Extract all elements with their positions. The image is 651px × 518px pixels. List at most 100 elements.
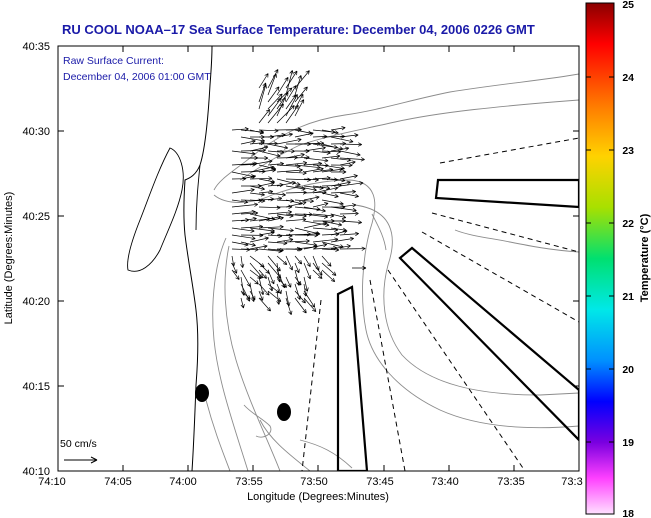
current-vector xyxy=(294,131,314,138)
beam-dash xyxy=(431,212,579,253)
current-vector xyxy=(285,152,305,159)
current-vector xyxy=(285,70,298,89)
current-vector xyxy=(294,185,317,192)
current-vector xyxy=(303,167,324,173)
x-tick-label: 73:55 xyxy=(235,476,263,488)
current-vector xyxy=(267,86,280,103)
current-vector xyxy=(321,192,339,198)
current-vector xyxy=(240,174,257,180)
radar-beams xyxy=(336,178,579,471)
radar-beam xyxy=(434,178,579,209)
current-vector xyxy=(321,269,336,283)
x-tick-labels: 74:10 74:05 74:00 73:55 73:50 73:45 73:4… xyxy=(38,476,582,488)
current-vector xyxy=(276,105,295,124)
colorbar-tick-label: 20 xyxy=(622,364,634,376)
contour-line xyxy=(454,229,579,253)
scale-arrow xyxy=(64,456,98,464)
current-vector xyxy=(267,103,284,124)
radar-beam xyxy=(398,246,579,442)
current-vector xyxy=(303,221,328,229)
current-vector xyxy=(249,290,256,301)
current-vector xyxy=(258,283,270,296)
current-vector xyxy=(276,168,303,173)
contour-line xyxy=(243,404,272,438)
current-vector xyxy=(321,199,344,206)
contour-line xyxy=(212,237,249,471)
current-vector xyxy=(267,241,288,246)
bay-coastline xyxy=(127,147,184,272)
x-tick-label: 74:00 xyxy=(169,476,197,488)
y-tick-label: 40:20 xyxy=(22,296,50,308)
current-vector xyxy=(339,246,366,251)
current-vector xyxy=(303,195,320,201)
current-vector xyxy=(267,192,286,197)
current-vector xyxy=(276,178,301,187)
axis-ticks xyxy=(57,46,579,471)
current-label-line2: December 04, 2006 01:00 GMT xyxy=(63,71,211,83)
current-vector xyxy=(276,255,288,266)
current-vector xyxy=(231,234,256,241)
current-vector xyxy=(330,126,346,131)
current-vector xyxy=(294,290,306,304)
current-vector xyxy=(330,163,353,168)
contour-line xyxy=(205,399,231,471)
current-vector xyxy=(339,220,362,225)
current-vector xyxy=(240,241,256,247)
current-vector xyxy=(276,290,281,305)
current-vector xyxy=(231,188,255,194)
current-vector xyxy=(285,276,292,288)
radar-beam-dashes xyxy=(301,137,579,471)
x-tick-label: 73:40 xyxy=(431,476,459,488)
beam-dash xyxy=(301,299,322,471)
current-vector xyxy=(294,70,310,89)
current-vector xyxy=(249,244,268,250)
y-tick-label: 40:30 xyxy=(22,126,50,138)
current-vector xyxy=(321,220,343,227)
current-vector xyxy=(267,73,277,96)
contour-line xyxy=(371,213,387,251)
current-vector xyxy=(249,155,269,161)
current-vector xyxy=(249,276,259,285)
x-tick-label: 73:50 xyxy=(300,476,328,488)
colorbar-tick-label: 19 xyxy=(622,437,634,449)
current-vector xyxy=(258,84,267,110)
current-vector xyxy=(285,255,293,271)
contour-line xyxy=(239,99,579,181)
current-vector xyxy=(321,129,339,135)
current-vector xyxy=(330,146,350,152)
current-vector xyxy=(249,185,265,191)
colorbar-tick-label: 21 xyxy=(622,291,634,303)
current-vector xyxy=(312,269,323,279)
surface-current-vectors xyxy=(231,69,367,315)
current-vector xyxy=(285,85,297,103)
current-vector xyxy=(330,213,347,219)
current-vector xyxy=(312,262,323,276)
current-vector xyxy=(231,262,238,274)
beam-dash xyxy=(439,137,579,164)
current-vector xyxy=(312,186,339,194)
current-vector xyxy=(258,168,276,173)
current-vector xyxy=(258,290,264,301)
x-tick-label: 74:10 xyxy=(38,476,66,488)
current-vector xyxy=(294,198,314,204)
current-vector xyxy=(258,269,267,279)
current-vector xyxy=(303,290,316,308)
current-vector xyxy=(267,269,275,285)
current-vector xyxy=(294,75,303,96)
current-vector xyxy=(258,128,279,133)
current-vector xyxy=(321,262,337,276)
y-tick-label: 40:15 xyxy=(22,381,50,393)
current-vector xyxy=(276,77,289,96)
current-vector xyxy=(249,145,269,152)
colorbar-tick-labels: 25 24 23 22 21 20 19 18 xyxy=(622,0,634,518)
current-vector xyxy=(276,149,295,154)
current-vector xyxy=(258,73,269,89)
current-vector xyxy=(339,142,362,147)
current-vector xyxy=(249,165,275,173)
current-vector xyxy=(303,262,312,280)
current-vector xyxy=(249,129,264,135)
y-tick-label: 40:25 xyxy=(22,211,50,223)
current-vector xyxy=(240,290,251,300)
